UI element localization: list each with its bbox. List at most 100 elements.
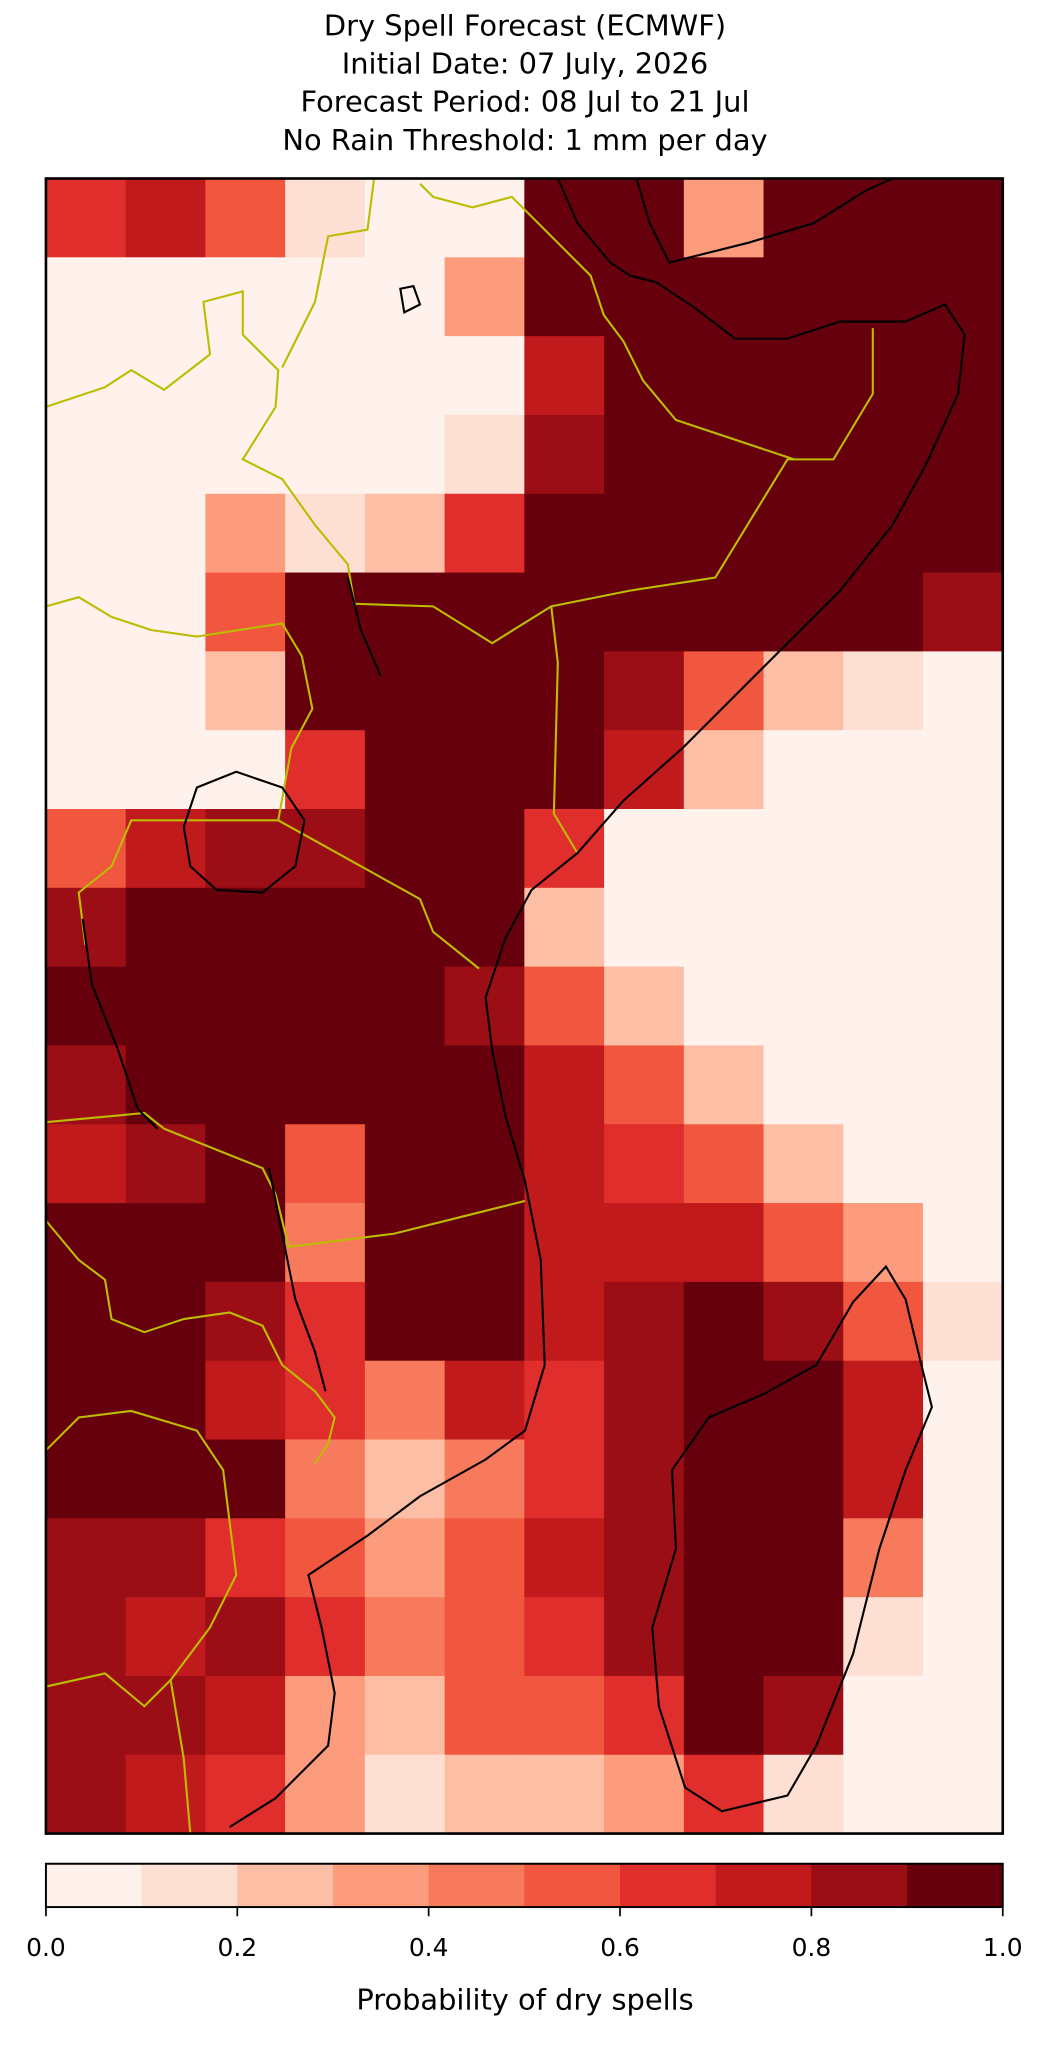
heatmap-cell [843,178,924,258]
heatmap-cell [604,257,685,337]
heatmap-cell [923,1597,1004,1677]
coastline [229,178,966,1828]
colorbar-segment [141,1863,238,1908]
country-border [45,1111,526,1249]
heatmap-cell [683,336,765,416]
heatmap-cell [763,572,844,653]
heatmap-cell [843,887,924,968]
heatmap-cell [683,1360,765,1441]
heatmap-cell [205,493,286,574]
heatmap-cell [444,730,525,810]
heatmap-cell [683,1045,765,1125]
heatmap-cell [923,1439,1004,1519]
heatmap-cell [524,1597,605,1677]
country-border [281,178,376,368]
colorbar-segment [620,1863,717,1908]
heatmap-cell [524,1124,605,1204]
heatmap-cell [604,1597,685,1677]
heatmap-cell [683,809,765,889]
heatmap-cell [444,178,525,258]
heatmap-cell [524,178,605,258]
heatmap-cell [763,809,844,889]
heatmap-cell [45,730,127,810]
heatmap-cell [205,1203,286,1283]
heatmap-cell [444,651,525,731]
heatmap-cell [364,178,446,258]
heatmap-cell [923,493,1004,574]
heatmap-cell [604,336,685,416]
colorbar-segment [907,1863,1004,1908]
heatmap-cell [763,1045,844,1125]
heatmap-cell [205,1597,286,1677]
heatmap-cell [843,1754,924,1835]
heatmap-cell [683,1203,765,1283]
heatmap-cell [364,1518,446,1598]
heatmap-cell [45,1281,127,1362]
heatmap-cell [843,730,924,810]
heatmap-cell [923,809,1004,889]
heatmap-cell [524,1360,605,1441]
heatmap-cell [524,572,605,653]
map-frame [44,177,1005,1835]
heatmap-cell [923,178,1004,258]
heatmap-cell [604,651,685,731]
heatmap-cell [763,414,844,495]
heatmap-cell [45,1045,127,1125]
heatmap-cell [604,966,685,1047]
heatmap-cell [763,966,844,1047]
heatmap-cell [205,178,286,258]
heatmap-cell [285,493,366,574]
heatmap-cell [763,493,844,574]
heatmap-cell [923,1518,1004,1598]
lake-shore [399,284,422,314]
heatmap-cell [843,493,924,574]
heatmap-cell [125,1518,207,1598]
heatmap-cell [763,887,844,968]
heatmap-cell [45,651,127,731]
heatmap-cell [285,178,366,258]
heatmap-cell [683,651,765,731]
heatmap-cell [444,1675,525,1756]
heatmap-cell [604,887,685,968]
heatmap-cell [683,1675,765,1756]
heatmap-cell [205,966,286,1047]
chart-subtitle: Initial Date: 07 July, 2026 [342,47,708,81]
heatmap-cell [444,1518,525,1598]
heatmap-cell [285,1597,366,1677]
heatmap-cell [364,1360,446,1441]
heatmap-cell [843,1675,924,1756]
heatmap-cell [364,1754,446,1835]
heatmap-cell [923,572,1004,653]
heatmap-cell [285,1124,366,1204]
colorbar-segment [428,1863,525,1908]
heatmap-cell [45,572,127,653]
heatmap-cell [843,1597,924,1677]
heatmap-cell [45,414,127,495]
heatmap-cell [285,257,366,337]
lake-shore [346,577,382,677]
heatmap-cell [364,336,446,416]
colorbar-tick-label: 0.0 [26,1933,66,1962]
heatmap-cell [604,1518,685,1598]
heatmap-cell [524,257,605,337]
heatmap-cell [285,1281,366,1362]
lake-shore [182,770,306,894]
country-border [277,819,480,970]
heatmap [45,178,1004,1835]
heatmap-cell [683,730,765,810]
heatmap-cell [364,257,446,337]
heatmap-cell [364,966,446,1047]
heatmap-cell [285,1675,366,1756]
heatmap-cell [763,1597,844,1677]
heatmap-cell [604,1675,685,1756]
heatmap-cell [364,414,446,495]
colorbar-frame [44,1862,1004,1909]
heatmap-cell [604,1439,685,1519]
coastline [635,177,893,264]
heatmap-cell [125,1203,207,1283]
heatmap-cell [125,966,207,1047]
heatmap-cell [683,1597,765,1677]
heatmap-cell [444,1045,525,1125]
heatmap-cell [763,1675,844,1756]
